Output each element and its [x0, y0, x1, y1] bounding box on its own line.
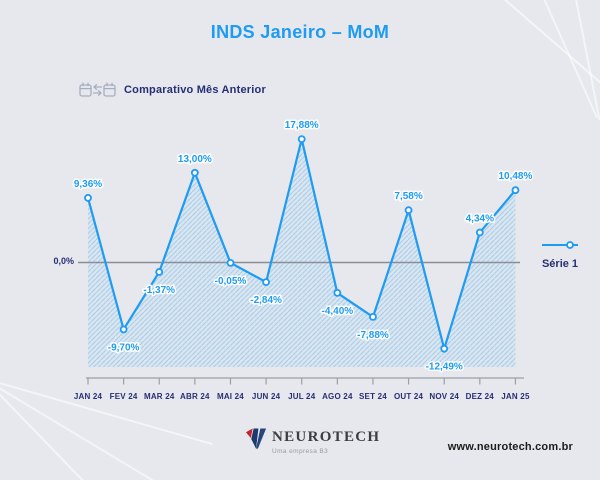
x-axis-label: NOV 24 — [429, 392, 459, 401]
zero-axis-label: 0,0% — [53, 256, 74, 266]
data-point-marker — [440, 344, 449, 353]
subtitle-label: Comparativo Mês Anterior — [124, 84, 266, 96]
data-point-marker — [84, 194, 92, 202]
data-point-label: 10,48% — [498, 171, 532, 182]
data-point-label: 13,00% — [178, 154, 212, 165]
data-point-marker — [190, 168, 199, 177]
website-url: www.neurotech.com.br — [447, 441, 573, 453]
data-point-label: 7,58% — [394, 191, 422, 202]
data-point-marker — [262, 278, 271, 286]
data-point-label: -1,37% — [143, 285, 175, 296]
x-axis-label: DEZ 24 — [466, 392, 495, 401]
data-point-marker — [475, 228, 484, 237]
x-axis-label: JUL 24 — [288, 392, 316, 401]
data-point-marker — [369, 312, 377, 321]
data-point-marker — [511, 186, 520, 195]
x-axis-label: JUN 24 — [252, 392, 281, 401]
data-point-label: 17,88% — [285, 120, 319, 131]
data-point-marker — [297, 135, 306, 144]
legend-series-label: Série 1 — [541, 258, 579, 270]
data-point-marker — [119, 325, 128, 334]
x-axis-label: OUT 24 — [394, 392, 424, 401]
data-point-marker — [404, 206, 413, 215]
logo-tagline: Uma empresa B3 — [272, 448, 329, 455]
x-axis-label: AGO 24 — [322, 392, 353, 401]
data-point-label: -4,40% — [321, 306, 353, 317]
data-point-label: 9,36% — [74, 179, 102, 190]
data-point-label: -12,49% — [426, 362, 463, 373]
page-title: INDS Janeiro – MoM — [210, 22, 390, 42]
data-point-label: -2,84% — [250, 295, 282, 306]
calendar-compare-icon — [79, 82, 116, 97]
area-fill — [88, 139, 516, 367]
data-point-label: -9,70% — [108, 342, 140, 353]
data-point-marker — [155, 268, 164, 276]
legend-line-marker-icon — [542, 241, 578, 249]
logo-wordmark: NEUROTECH — [272, 429, 381, 445]
x-axis-label: MAR 24 — [144, 392, 175, 401]
x-axis-label: JAN 24 — [74, 392, 103, 401]
data-point-label: -7,88% — [357, 330, 389, 341]
data-point-label: 4,34% — [466, 214, 494, 225]
data-point-marker — [226, 258, 235, 267]
x-axis-label: SET 24 — [359, 392, 387, 401]
x-axis-label: ABR 24 — [180, 392, 210, 401]
x-axis-label: MAI 24 — [217, 392, 244, 401]
data-point-label: -0,05% — [215, 276, 247, 287]
x-axis-label: JAN 25 — [501, 392, 530, 401]
data-point-marker — [333, 288, 342, 297]
neurotech-logo: NEUROTECH Uma empresa B3 — [245, 427, 380, 455]
neurotech-w-mark-icon — [245, 428, 267, 449]
subtitle-row: Comparativo Mês Anterior — [79, 82, 266, 98]
legend: Série 1 — [524, 238, 596, 270]
x-axis-label: FEV 24 — [110, 392, 138, 401]
